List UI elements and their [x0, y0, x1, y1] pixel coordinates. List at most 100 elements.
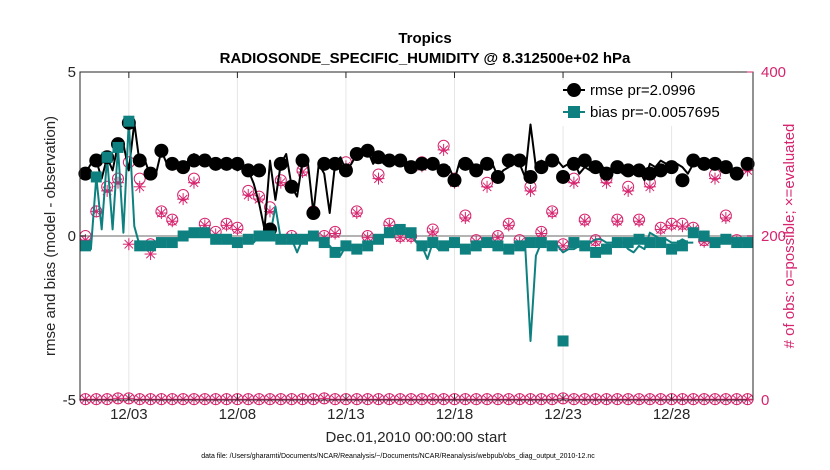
- rmse-marker: [132, 153, 147, 168]
- obs-evaluated-marker: [220, 219, 233, 232]
- y-tick-label: -5: [63, 392, 76, 409]
- rmse-marker: [306, 206, 321, 221]
- obs-baseline-evaluated-marker: [719, 393, 732, 406]
- bias-marker: [600, 243, 612, 255]
- bias-marker: [123, 115, 135, 127]
- bias-marker: [231, 237, 243, 249]
- rmse-marker: [599, 166, 614, 181]
- x-tick-label: 12/08: [219, 406, 257, 423]
- obs-baseline-evaluated-marker: [502, 393, 515, 406]
- rmse-marker: [697, 156, 712, 171]
- rmse-marker: [78, 166, 93, 181]
- rmse-marker: [729, 166, 744, 181]
- obs-evaluated-marker: [426, 225, 439, 238]
- bias-marker: [546, 240, 558, 252]
- rmse-marker: [469, 163, 484, 178]
- rmse-marker: [686, 153, 701, 168]
- rmse-marker: [230, 156, 245, 171]
- obs-baseline-evaluated-marker: [187, 393, 200, 406]
- footnote: data file: /Users/gharamti/Documents/NCA…: [201, 453, 595, 460]
- obs-evaluated-marker: [676, 220, 689, 233]
- rmse-marker: [621, 163, 636, 178]
- rmse-marker: [317, 156, 332, 171]
- rmse-marker: [382, 153, 397, 168]
- obs-baseline-evaluated-marker: [329, 393, 342, 406]
- rmse-marker: [740, 156, 755, 171]
- obs-baseline-evaluated-marker: [394, 393, 407, 406]
- obs-evaluated-marker: [578, 215, 591, 228]
- y-tick-label: 0: [68, 228, 76, 245]
- bias-marker: [318, 237, 330, 249]
- rmse-marker: [480, 156, 495, 171]
- obs-evaluated-marker: [633, 215, 646, 228]
- obs-baseline-evaluated-marker: [242, 393, 255, 406]
- obs-baseline-evaluated-marker: [643, 393, 656, 406]
- obs-baseline-evaluated-marker: [567, 393, 580, 406]
- bias-marker: [275, 233, 287, 245]
- obs-baseline-evaluated-marker: [177, 393, 190, 406]
- obs-baseline-evaluated-marker: [198, 393, 211, 406]
- bias-marker: [557, 335, 569, 347]
- rmse-marker: [436, 163, 451, 178]
- bias-marker: [405, 227, 417, 239]
- bias-marker: [134, 240, 146, 252]
- obs-baseline-evaluated-marker: [535, 393, 548, 406]
- rmse-marker: [89, 153, 104, 168]
- obs-evaluated-marker: [665, 219, 678, 232]
- bias-marker: [340, 240, 352, 252]
- obs-evaluated-marker: [372, 172, 385, 185]
- rmse-marker: [154, 143, 169, 158]
- bias-marker: [666, 243, 678, 255]
- obs-evaluated-marker: [350, 207, 363, 220]
- y-right-tick-label: 400: [761, 64, 786, 81]
- rmse-marker: [632, 163, 647, 178]
- bias-marker: [492, 240, 504, 252]
- bias-marker: [90, 171, 102, 183]
- legend-rmse-marker: [567, 83, 581, 97]
- chart-title: Tropics: [398, 30, 451, 47]
- obs-evaluated-marker: [242, 189, 255, 201]
- y-right-tick-label: 200: [761, 228, 786, 245]
- rmse-marker: [610, 160, 625, 175]
- legend-rmse-label: rmse pr=2.0996: [590, 82, 695, 99]
- y-axis-label: rmse and bias (model - observation): [42, 116, 59, 356]
- obs-baseline-evaluated-marker: [405, 393, 418, 406]
- obs-evaluated-marker: [546, 207, 559, 220]
- obs-baseline-evaluated-marker: [611, 393, 624, 406]
- bias-marker: [622, 237, 634, 249]
- bias-marker: [676, 240, 688, 252]
- bias-marker: [524, 237, 536, 249]
- bias-marker: [655, 237, 667, 249]
- bias-marker: [731, 237, 743, 249]
- rmse-marker: [675, 173, 690, 188]
- rmse-marker: [458, 156, 473, 171]
- rmse-marker: [393, 153, 408, 168]
- obs-baseline-evaluated-marker: [600, 393, 613, 406]
- rmse-marker: [208, 156, 223, 171]
- series-markers: [78, 115, 755, 347]
- obs-evaluated-marker: [719, 211, 732, 224]
- rmse-marker: [404, 160, 419, 175]
- obs-evaluated-marker: [535, 227, 548, 240]
- obs-baseline-evaluated-marker: [633, 393, 646, 406]
- obs-baseline-evaluated-marker: [698, 393, 711, 406]
- obs-evaluated-marker: [622, 184, 635, 197]
- obs-baseline-evaluated-marker: [133, 393, 146, 406]
- bias-marker: [199, 227, 211, 239]
- bias-marker: [438, 240, 450, 252]
- obs-baseline-evaluated-marker: [426, 393, 439, 406]
- bias-marker: [329, 246, 341, 258]
- rmse-marker: [425, 156, 440, 171]
- bias-marker: [448, 237, 460, 249]
- rmse-marker: [371, 150, 386, 165]
- rmse-marker: [545, 153, 560, 168]
- rmse-marker: [512, 153, 527, 168]
- obs-evaluated-marker: [437, 143, 450, 156]
- bias-marker: [101, 151, 113, 163]
- bias-marker: [427, 237, 439, 249]
- rmse-marker: [501, 153, 516, 168]
- obs-baseline-evaluated-marker: [437, 393, 450, 406]
- bias-marker: [687, 227, 699, 239]
- bias-marker: [307, 230, 319, 242]
